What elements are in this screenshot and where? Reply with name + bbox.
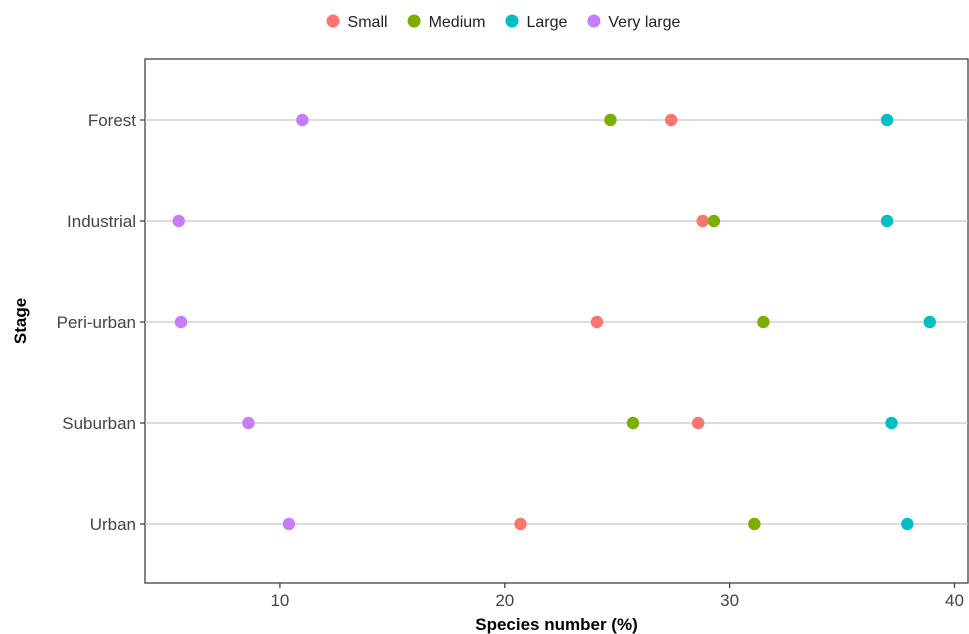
point-small (691, 416, 705, 430)
y-axis: Forest Industrial Peri-urban Suburban Urban (57, 111, 145, 534)
point-very-large (296, 113, 309, 127)
data-points (172, 113, 936, 531)
x-axis: 10 20 30 40 (270, 583, 964, 610)
point-large (880, 113, 894, 127)
point-large (923, 315, 936, 329)
y-tick-label: Urban (90, 515, 136, 534)
point-small (590, 315, 604, 329)
legend-label: Small (348, 14, 388, 31)
legend-label: Large (526, 14, 567, 31)
x-tick-label: 10 (270, 591, 289, 610)
legend-key-very-large (587, 14, 601, 28)
point-large (901, 517, 914, 531)
x-tick-label: 30 (720, 591, 739, 610)
point-small (514, 517, 527, 531)
point-small (664, 113, 678, 127)
x-tick-label: 20 (495, 591, 514, 610)
x-tick-label: 40 (945, 591, 964, 610)
point-small (696, 214, 709, 228)
y-tick-label: Forest (88, 111, 136, 130)
legend-label: Very large (608, 14, 680, 31)
y-axis-title: Stage (11, 298, 30, 344)
point-medium (757, 315, 770, 329)
point-medium (604, 113, 617, 127)
point-medium (626, 416, 640, 430)
legend-label: Medium (429, 14, 486, 31)
point-very-large (172, 214, 185, 228)
point-large (880, 214, 894, 228)
point-large (885, 416, 898, 430)
point-very-large (242, 416, 255, 430)
point-medium (748, 517, 761, 531)
point-very-large (174, 315, 188, 329)
point-very-large (282, 517, 296, 531)
legend-key-medium (407, 14, 421, 28)
legend-key-large (505, 14, 519, 28)
x-axis-title: Species number (%) (475, 615, 638, 634)
y-tick-label: Suburban (62, 414, 136, 433)
point-medium (707, 214, 721, 228)
plot-panel (144, 58, 969, 584)
y-tick-label: Peri-urban (57, 313, 136, 332)
legend: Small Medium Large Very large (326, 14, 681, 31)
y-tick-label: Industrial (67, 212, 136, 231)
gridlines (145, 119, 968, 525)
legend-key-small (326, 14, 340, 28)
